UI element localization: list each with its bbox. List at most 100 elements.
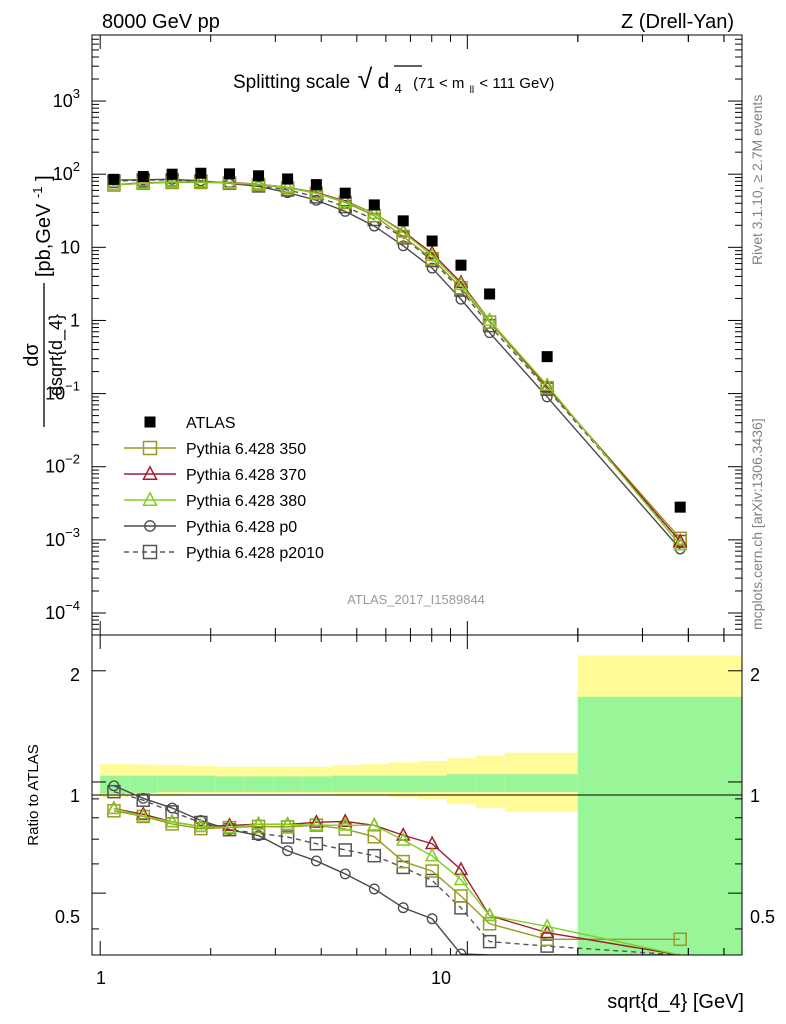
legend-marker: [144, 520, 156, 532]
legend-label: ATLAS: [186, 415, 236, 432]
ratio-series-marker: [251, 819, 266, 834]
main-y-tick-label: 10−1: [45, 379, 80, 404]
legend-label: Pythia 6.428 380: [186, 493, 306, 510]
ratio-series-marker: [309, 814, 324, 828]
ratio-series-marker: [251, 826, 266, 841]
title-var: d: [378, 70, 390, 93]
ratio-series-marker: [166, 802, 178, 814]
ratio-series-line: [113, 791, 681, 955]
ratio-series-marker: [107, 784, 121, 799]
ratio-band-inner-bin: [331, 775, 360, 792]
ratio-series-marker: [280, 816, 295, 830]
main-series-marker: [251, 175, 266, 190]
ratio-series-marker: [135, 808, 151, 823]
main-y-tick-base: 10: [53, 91, 73, 111]
main-series-marker: [453, 276, 469, 291]
ratio-tick-1-left: 1: [70, 786, 80, 806]
main-series-marker: [193, 173, 209, 188]
ratio-band-inner-bin: [418, 775, 447, 792]
ratio-series-marker: [337, 813, 353, 827]
ratio-series-marker: [368, 883, 380, 895]
main-y-tick-label: 10−4: [45, 598, 80, 623]
atlas-data-point: [137, 170, 149, 182]
ylabel-denominator: dsqrt{d_4}: [46, 314, 67, 396]
ratio-series-marker: [395, 831, 411, 846]
ylabel-unit-text: [pb,GeV: [33, 203, 55, 277]
atlas-data-point: [166, 168, 178, 180]
main-y-tick-label: 10−2: [45, 452, 80, 477]
ratio-band-inner-bin: [446, 774, 476, 792]
ratio-series-marker: [164, 813, 180, 828]
ratio-band-inner-bin: [186, 775, 216, 792]
ratio-series-marker: [165, 817, 179, 831]
main-series-marker: [395, 224, 411, 238]
ratio-uncertainty-bands: [100, 655, 742, 955]
ratio-band-inner-bin: [244, 776, 274, 792]
title-prefix: Splitting scale: [233, 72, 350, 93]
ratio-series-marker: [282, 845, 294, 857]
ratio-series-marker: [454, 889, 468, 903]
x-tick-label-10: 10: [431, 968, 451, 988]
ratio-band-inner-bin: [157, 775, 187, 792]
ratio-series-marker: [482, 917, 497, 931]
ratio-ylabel: Ratio to ATLAS: [25, 744, 42, 845]
legend-label: Pythia 6.428 p2010: [186, 545, 324, 562]
ratio-band-inner-bin: [577, 696, 742, 955]
main-y-tick-label: 10−3: [45, 525, 80, 550]
legend-label: Pythia 6.428 370: [186, 467, 306, 484]
legend-entry: Pythia 6.428 p2010: [124, 544, 324, 562]
title-sqrt: √: [358, 64, 373, 94]
ratio-series-marker: [253, 830, 264, 842]
legend-label: Pythia 6.428 p0: [186, 519, 297, 536]
legend-entry: Pythia 6.428 380: [124, 491, 306, 510]
main-series-marker: [540, 381, 554, 395]
ratio-series-marker: [453, 871, 469, 886]
atlas-data-point: [223, 168, 235, 180]
main-series-marker: [309, 184, 324, 199]
ratio-tick-2-left: 2: [70, 665, 80, 685]
main-ylabel: dσ dsqrt{d_4} [pb,GeV -1 ]: [21, 175, 67, 427]
main-series-marker: [397, 240, 409, 252]
plot-title: Splitting scale √ d 4 (71 < m ll < 111 G…: [233, 64, 554, 98]
main-series-marker: [222, 174, 237, 189]
ratio-tick-05-right: 0.5: [750, 907, 775, 927]
ylabel-unit-exp: -1: [30, 186, 45, 198]
legend-label: Pythia 6.428 350: [186, 441, 306, 458]
main-series-marker: [164, 173, 180, 188]
ratio-series-marker: [280, 820, 295, 834]
ratio-tick-2-right: 2: [750, 665, 760, 685]
atlas-data-point: [108, 173, 120, 185]
main-y-tick-base: 10: [60, 237, 80, 257]
title-range-sub: ll: [470, 85, 474, 96]
ratio-series-marker: [673, 932, 687, 947]
x-tick-label-1: 1: [96, 968, 106, 988]
main-y-tick-label: 103: [53, 86, 80, 111]
ylabel-numerator: dσ: [21, 343, 43, 367]
analysis-label: ATLAS_2017_I1589844: [347, 592, 485, 607]
main-y-tick-label: 10: [60, 237, 80, 257]
ratio-series-marker: [106, 800, 122, 815]
ylabel-unit-close: ]: [33, 175, 55, 181]
ratio-series-marker: [280, 830, 295, 844]
ratio-series-marker: [338, 843, 352, 857]
main-y-tick-base: 10: [45, 384, 65, 404]
atlas-data-point: [426, 235, 438, 247]
atlas-data-point: [541, 351, 553, 363]
main-series-line: [113, 181, 681, 546]
ratio-band-inner-bin: [359, 775, 390, 792]
main-y-tick-base: 10: [53, 164, 73, 184]
main-series-marker: [310, 194, 322, 206]
atlas-data-point: [339, 187, 351, 199]
ratio-series-marker: [310, 855, 322, 867]
ratio-band-inner-bin: [389, 775, 419, 792]
main-y-tick-exp: −4: [65, 598, 80, 613]
ratio-series-marker: [222, 817, 237, 832]
atlas-data-point: [282, 173, 294, 185]
title-range-open: (71 < m: [413, 75, 464, 92]
ratio-band-inner-bin: [302, 776, 332, 792]
ratio-series-marker: [339, 868, 351, 880]
legend-marker: [142, 465, 158, 480]
main-series-marker: [135, 175, 151, 189]
